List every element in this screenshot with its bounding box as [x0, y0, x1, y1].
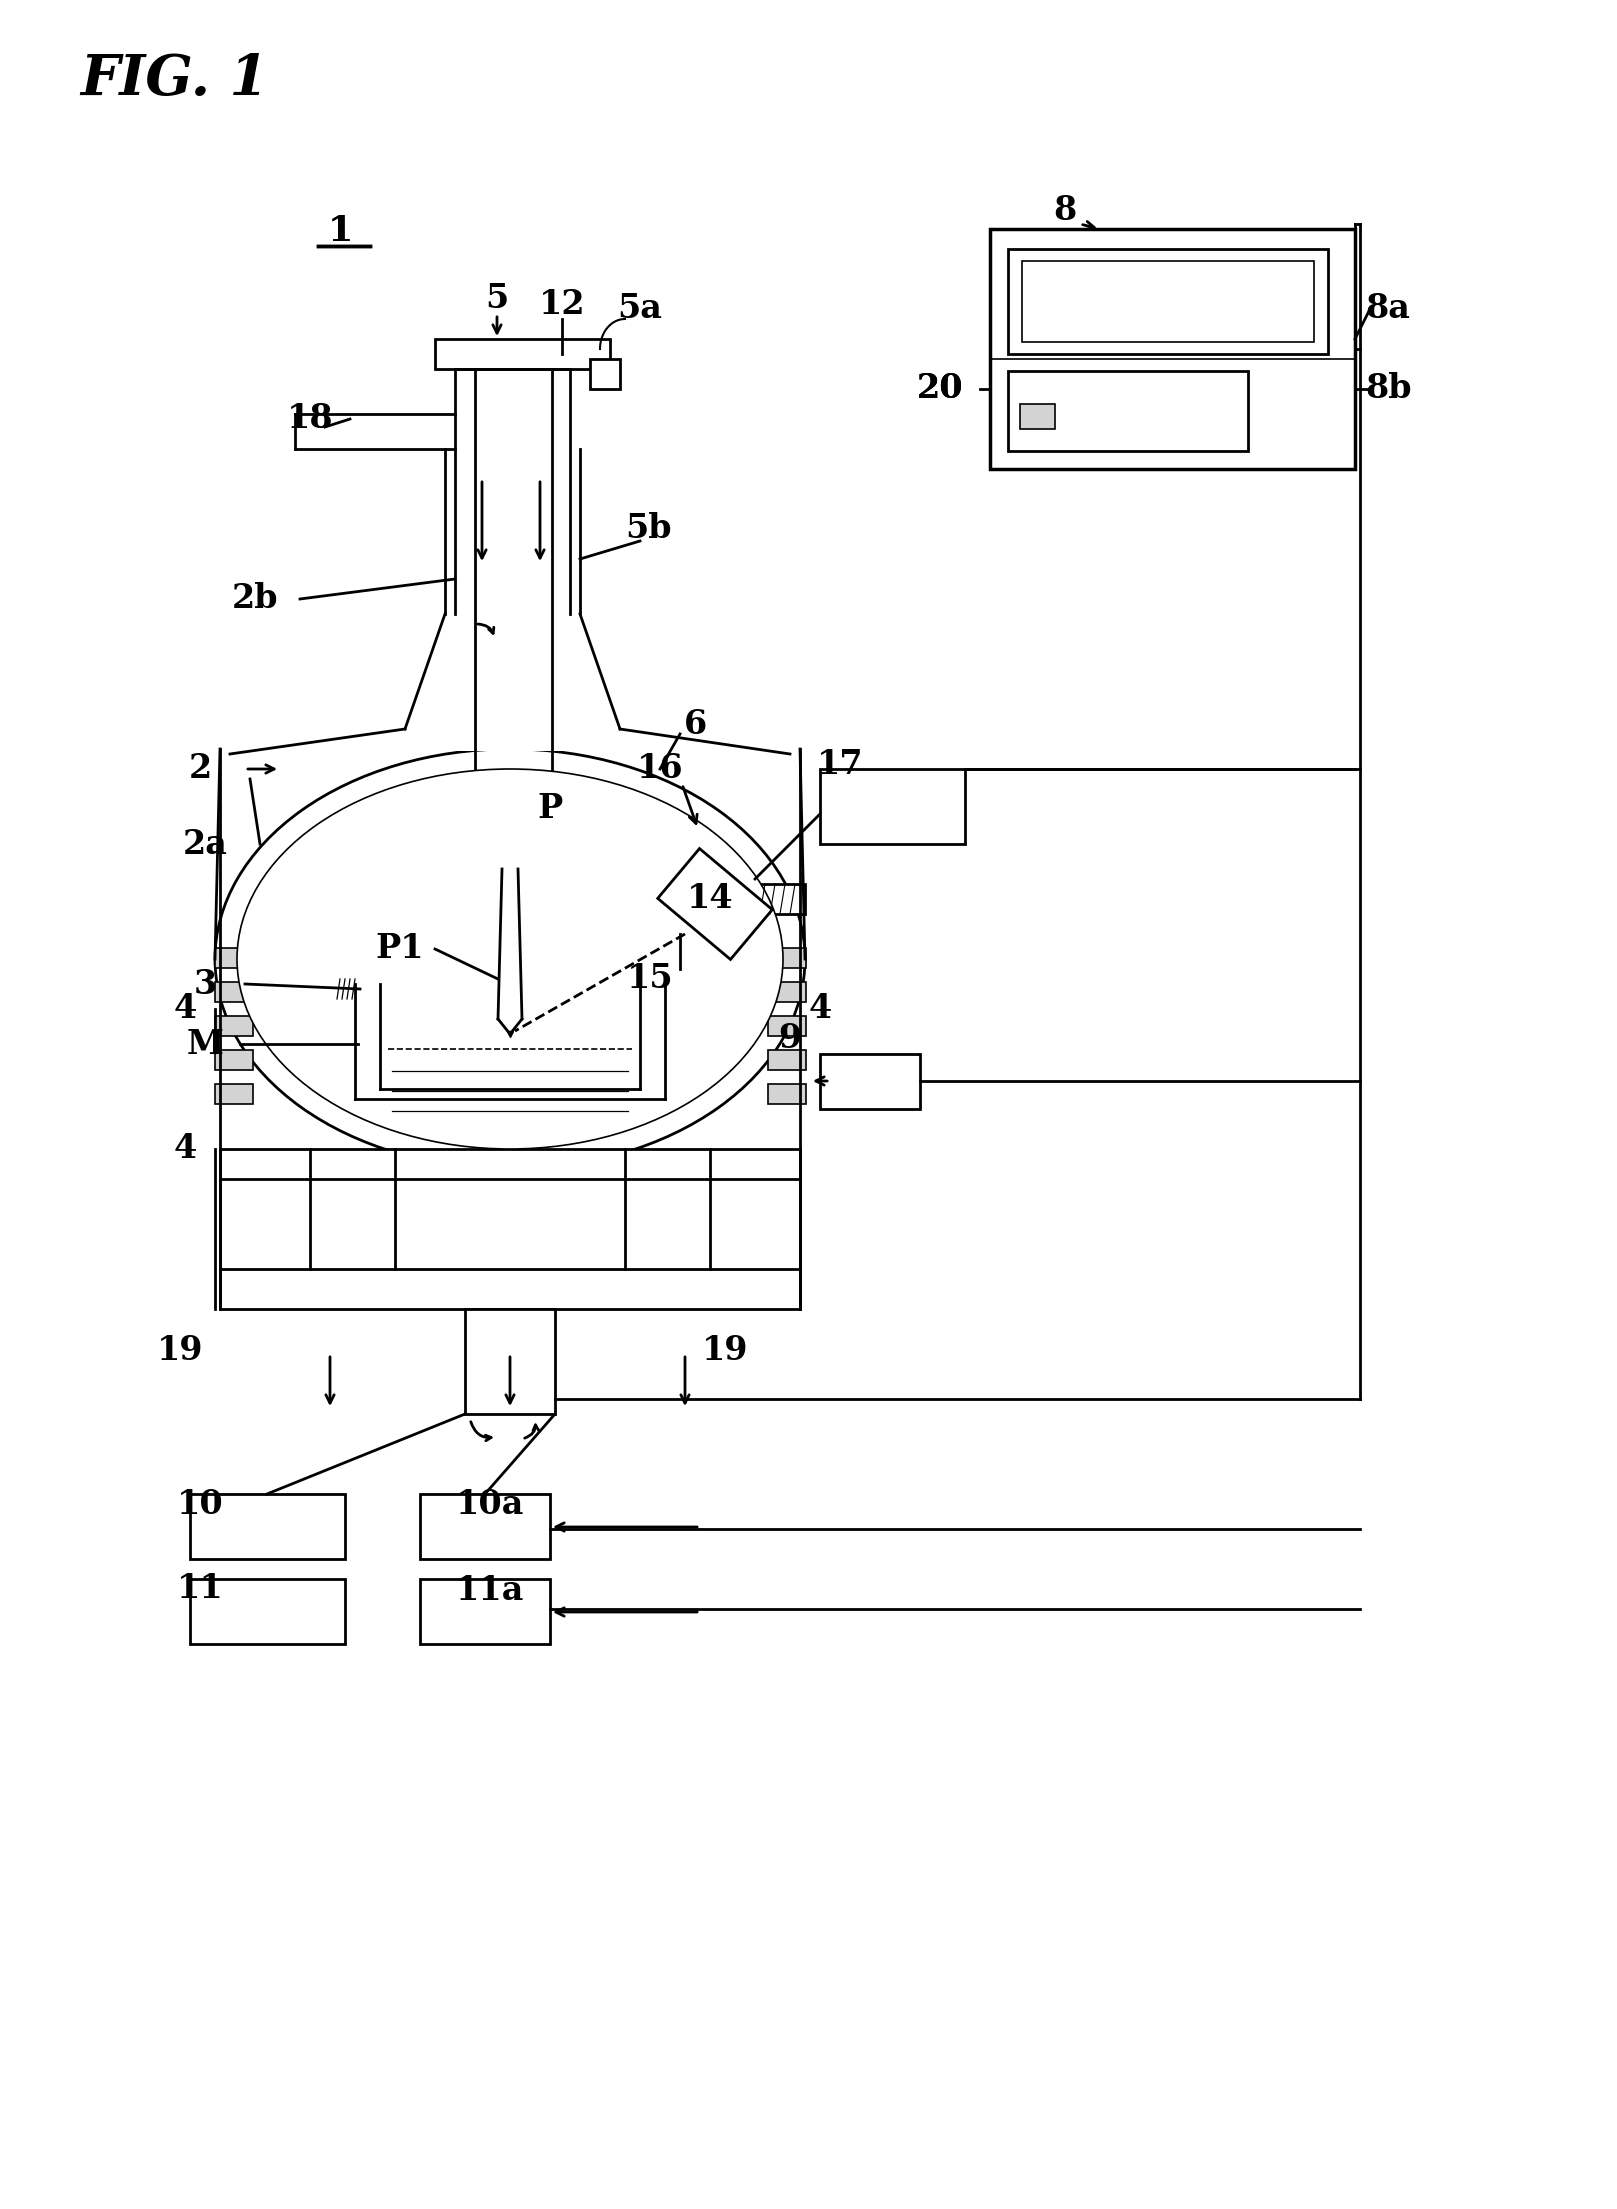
Bar	[215, 983, 252, 1003]
Text: 16: 16	[637, 753, 684, 786]
Bar	[1022, 261, 1315, 342]
Text: 1: 1	[327, 214, 353, 247]
Text: 19: 19	[702, 1334, 749, 1367]
Text: 10a: 10a	[456, 1487, 524, 1520]
Text: 2b: 2b	[231, 583, 278, 616]
Bar	[420, 1493, 550, 1560]
Bar	[445, 720, 581, 751]
Text: FIG. 1: FIG. 1	[79, 51, 268, 106]
Bar	[191, 1493, 344, 1560]
Text: 11: 11	[176, 1573, 223, 1606]
Text: 8b: 8b	[1365, 373, 1412, 406]
Text: 12: 12	[538, 287, 585, 320]
Bar	[466, 1310, 555, 1414]
Text: 11a: 11a	[456, 1575, 524, 1608]
Text: 8a: 8a	[1366, 292, 1410, 325]
Text: 3: 3	[194, 968, 217, 1001]
Bar	[1020, 404, 1054, 429]
Text: 2a: 2a	[183, 828, 228, 862]
Polygon shape	[658, 848, 773, 959]
Ellipse shape	[238, 769, 783, 1149]
Text: M: M	[186, 1027, 223, 1060]
Bar	[820, 1054, 920, 1109]
Bar	[215, 948, 252, 968]
Bar	[1007, 250, 1328, 353]
Text: 20: 20	[917, 373, 964, 406]
Text: 18: 18	[286, 402, 333, 435]
Text: 19: 19	[157, 1334, 204, 1367]
Text: 15: 15	[627, 963, 673, 996]
Bar	[215, 1049, 252, 1069]
Text: 8: 8	[1053, 194, 1077, 228]
Text: 17: 17	[817, 747, 863, 780]
Bar	[768, 1085, 805, 1104]
Text: 5b: 5b	[624, 512, 671, 546]
Bar	[420, 1579, 550, 1643]
Bar	[590, 360, 619, 389]
Text: 6: 6	[684, 707, 707, 740]
Bar	[820, 769, 965, 844]
Bar	[215, 1016, 252, 1036]
Text: 4: 4	[808, 992, 831, 1025]
Bar	[755, 884, 805, 915]
Text: 4: 4	[173, 992, 197, 1025]
Bar	[768, 983, 805, 1003]
Text: 9: 9	[778, 1023, 802, 1056]
Bar	[990, 230, 1355, 468]
Bar	[191, 1579, 344, 1643]
Text: 10: 10	[176, 1487, 223, 1520]
Text: P: P	[537, 793, 563, 826]
Text: 4: 4	[173, 1133, 197, 1166]
Bar	[1007, 371, 1248, 451]
Bar	[215, 1085, 252, 1104]
Text: 20: 20	[917, 373, 964, 406]
Bar	[220, 1149, 800, 1310]
Bar	[768, 1016, 805, 1036]
Text: 2: 2	[188, 753, 212, 786]
Ellipse shape	[215, 749, 805, 1169]
Text: 5a: 5a	[618, 292, 663, 325]
Bar	[435, 338, 610, 369]
Text: 1: 1	[327, 214, 353, 247]
Text: 14: 14	[687, 884, 734, 915]
Bar	[768, 948, 805, 968]
Text: 5: 5	[485, 283, 509, 316]
Text: P1: P1	[375, 932, 424, 965]
Bar	[768, 1049, 805, 1069]
